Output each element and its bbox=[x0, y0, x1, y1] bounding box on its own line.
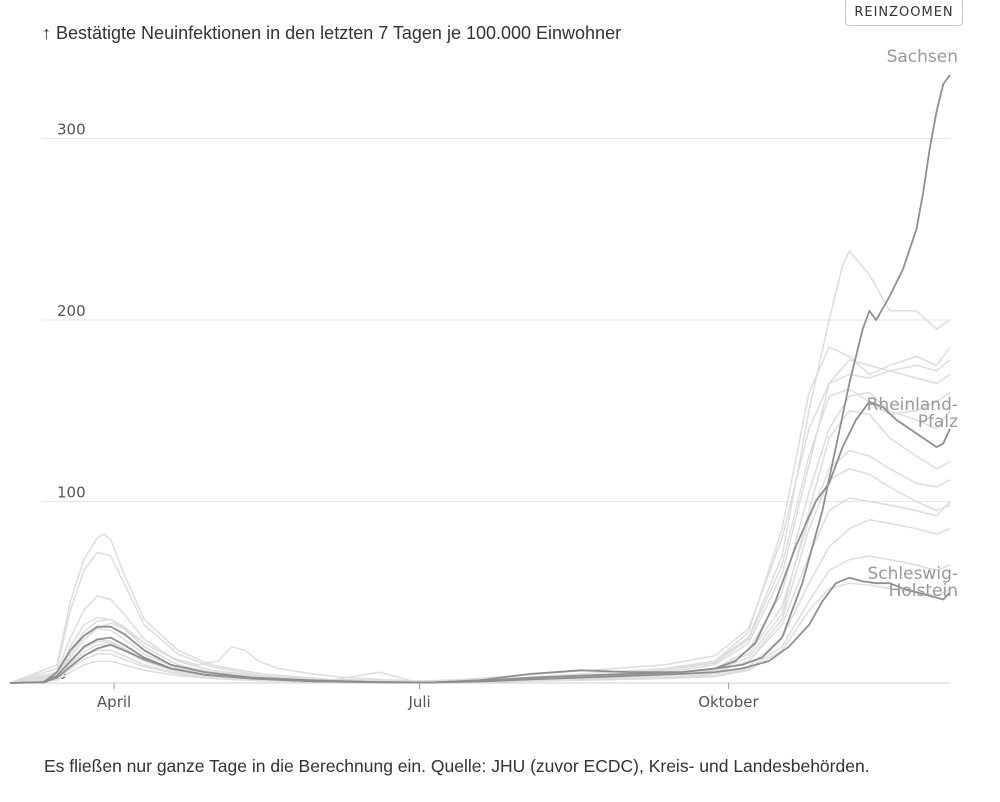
series-label-schleswig-holstein-2: Holstein bbox=[889, 581, 958, 601]
x-tick-label-juli: Juli bbox=[407, 693, 430, 711]
y-axis-title: ↑ Bestätigte Neuinfektionen in den letzt… bbox=[42, 23, 622, 43]
series-label-sachsen-1: Sachsen bbox=[887, 47, 958, 67]
x-tick-label-april: April bbox=[97, 693, 131, 711]
series-line-sachsen[interactable] bbox=[9, 74, 951, 684]
y-tick-label-200: 200 bbox=[57, 302, 86, 320]
series-label-rheinland-pfalz-2: Pfalz bbox=[918, 412, 958, 432]
series-label-schleswig-holstein-1: Schleswig- bbox=[867, 564, 958, 584]
series-label-rheinland-pfalz-1: Rheinland- bbox=[867, 395, 958, 415]
y-tick-label-100: 100 bbox=[57, 484, 86, 502]
highlighted-series-layer bbox=[9, 74, 951, 684]
footnote: Es fließen nur ganze Tage in die Berechn… bbox=[44, 756, 870, 776]
background-series-line-13 bbox=[9, 410, 951, 684]
background-series-line-6 bbox=[9, 497, 951, 684]
background-series-line-5 bbox=[9, 449, 951, 684]
background-series-layer bbox=[9, 250, 951, 684]
x-tick-label-oktober: Oktober bbox=[698, 693, 759, 711]
y-tick-label-300: 300 bbox=[57, 121, 86, 139]
zoom-in-button[interactable]: REINZOOMEN bbox=[845, 0, 963, 26]
background-series-line-11 bbox=[9, 388, 951, 684]
series-line-schleswig-holstein[interactable] bbox=[9, 576, 951, 684]
background-series-line-4 bbox=[9, 391, 951, 684]
series-line-rheinland-pfalz[interactable] bbox=[9, 400, 951, 684]
background-series-line-10 bbox=[9, 359, 951, 684]
label-layer: Sachsen Rheinland-Pfalz Schleswig-Holstein bbox=[867, 47, 958, 601]
